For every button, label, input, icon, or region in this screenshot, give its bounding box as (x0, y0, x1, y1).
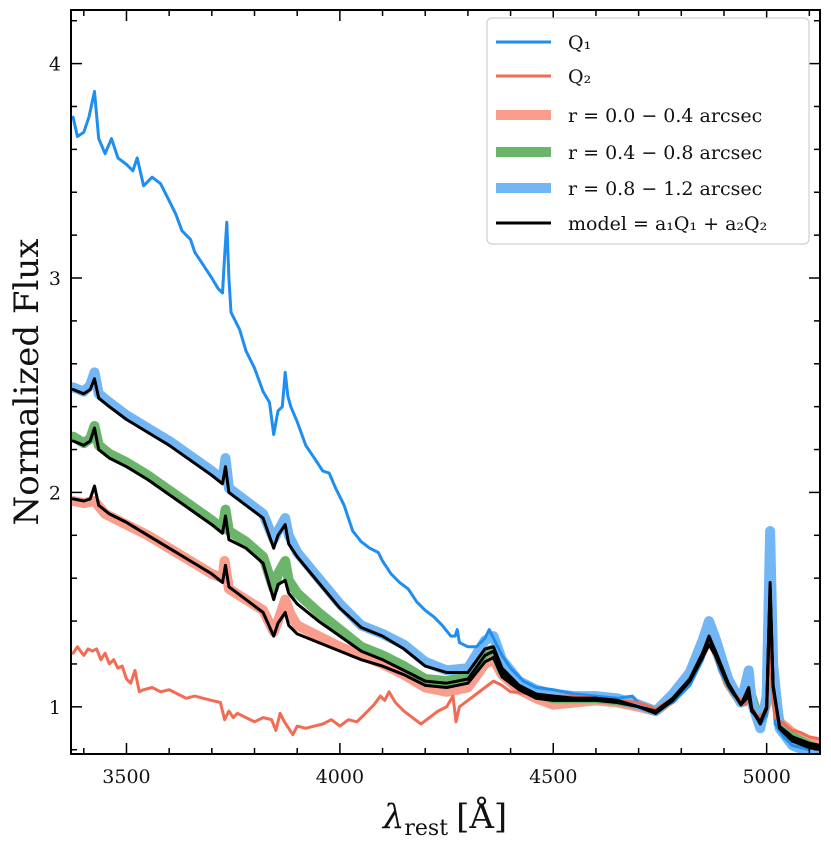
legend-label-r1: r = 0.0 − 0.4 arcsec (568, 105, 762, 127)
series-line-r3-4 (71, 367, 820, 754)
tick-layer: 3500 4000 4500 5000 1 2 3 4 (49, 10, 820, 788)
series-line-model-7 (71, 484, 820, 747)
series-layer (71, 90, 820, 754)
x-tick-label: 4500 (529, 766, 577, 788)
x-tick-label: 5000 (742, 766, 790, 788)
x-tick-label: 3500 (102, 766, 150, 788)
y-tick-label: 1 (49, 697, 61, 719)
legend-label-model: model = a₁Q₁ + a₂Q₂ (568, 213, 767, 235)
series-line-model-6 (71, 426, 820, 750)
y-tick-label: 2 (49, 482, 61, 504)
legend: Q₁ Q₂ r = 0.0 − 0.4 arcsec r = 0.4 − 0.8 ar… (486, 17, 810, 245)
legend-label-q1: Q₁ (568, 32, 591, 54)
legend-entries: Q₁ Q₂ r = 0.0 − 0.4 arcsec r = 0.4 − 0.8 ar… (496, 32, 767, 235)
legend-label-r2: r = 0.4 − 0.8 arcsec (568, 142, 762, 164)
legend-label-q2: Q₂ (568, 66, 591, 88)
legend-label-r3: r = 0.8 − 1.2 arcsec (568, 178, 762, 200)
y-axis-title: Normalized Flux (7, 239, 47, 526)
x-axis-title: λrest [Å] (381, 796, 507, 841)
x-axis-title-subscript: rest (404, 816, 448, 841)
y-tick-label: 4 (49, 54, 61, 76)
x-axis-title-symbol: λ (381, 797, 405, 837)
legend-box (486, 17, 810, 245)
x-axis-title-unit: [Å] (456, 796, 507, 837)
y-tick-label: 3 (49, 268, 61, 290)
plot-frame (70, 9, 821, 755)
x-tick-label: 4000 (316, 766, 364, 788)
